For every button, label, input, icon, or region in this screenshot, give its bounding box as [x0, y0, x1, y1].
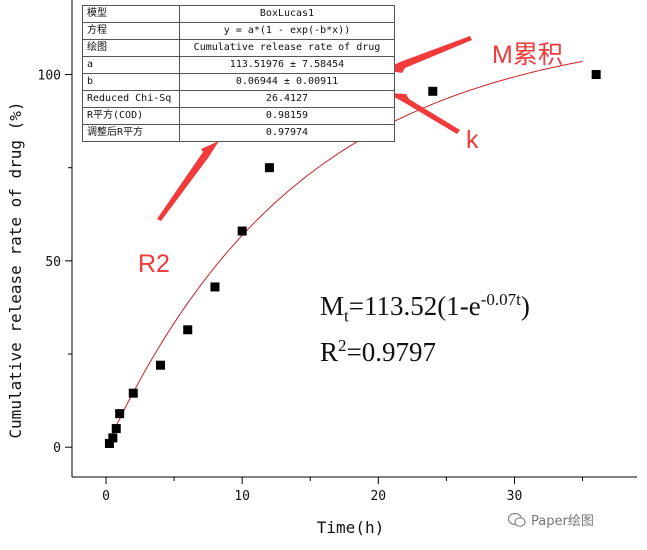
data-point: [104, 438, 114, 448]
fit-table-row: R平方(COD) 0.98159: [82, 107, 395, 125]
eq-rhs-before: =113.52(1-e: [348, 291, 481, 321]
fit-table-row: 方程 y = a*(1 - exp(-b*x)): [82, 22, 395, 40]
arrow-to-r2-row: [157, 141, 219, 221]
fit-table-key: b: [82, 73, 180, 91]
x-tick-label: 30: [507, 489, 523, 504]
fit-table-key: a: [82, 56, 180, 74]
fit-table-key: 方程: [82, 22, 180, 40]
data-point: [128, 388, 138, 398]
x-tick-label: 20: [370, 489, 386, 504]
y-tick-label: 100: [38, 69, 61, 84]
watermark: Paper绘图: [508, 510, 594, 529]
fit-curve: [108, 60, 583, 441]
data-point: [155, 360, 165, 370]
fit-table-value: 26.4127: [179, 90, 395, 108]
data-point: [111, 424, 121, 434]
fit-table-key: 绘图: [82, 39, 180, 57]
x-tick-label: 10: [234, 489, 250, 504]
axes: 0 10 20 30 0 50 100 Time(h) Cumulative release r…: [6, 0, 637, 537]
fit-table-row: 模型 BoxLucas1: [82, 5, 395, 23]
y-tick-label: 50: [45, 255, 61, 270]
fit-table-value: Cumulative release rate of drug: [179, 39, 395, 57]
eq-m-subscript: t: [344, 306, 349, 326]
fit-table-row: a 113.51976 ± 7.58454: [82, 56, 395, 74]
k-label: k: [466, 126, 479, 154]
data-point: [108, 433, 118, 443]
y-axis-title: Cumulative release rate of drug (%): [6, 101, 25, 438]
fit-table-row: b 0.06944 ± 0.00911: [82, 73, 395, 91]
data-point: [183, 325, 193, 335]
eq-m: M: [320, 291, 345, 321]
fit-table-value: 0.98159: [179, 107, 395, 125]
eq-exponent: -0.07t: [480, 290, 521, 309]
fit-table-key: 调整后R平方: [82, 124, 180, 142]
fit-table-key: 模型: [82, 5, 180, 23]
fit-table-value: 0.06944 ± 0.00911: [179, 73, 395, 91]
data-point: [428, 86, 438, 96]
fit-curve-layer: [108, 60, 583, 441]
data-point: [264, 163, 274, 173]
data-point: [591, 70, 601, 80]
x-tick-label: 0: [102, 489, 110, 504]
data-point: [237, 226, 247, 236]
m-cumulative-label: M累积: [492, 41, 563, 69]
eq-r-value: =0.9797: [346, 337, 436, 367]
data-point: [115, 409, 125, 419]
annotation-arrows: [157, 36, 472, 221]
eq-r-superscript: 2: [338, 336, 347, 355]
eq-rhs-after: ): [520, 291, 530, 321]
y-tick-label: 0: [53, 441, 61, 456]
r2-label: R2: [138, 250, 170, 278]
equation-line: Mt=113.52(1-e-0.07t): [320, 290, 530, 326]
eq-r: R: [320, 337, 339, 367]
arrow-to-a-row: [384, 36, 472, 73]
data-points-layer: [104, 70, 601, 448]
watermark-text: Paper绘图: [531, 514, 594, 529]
fit-table-value: y = a*(1 - exp(-b*x)): [179, 22, 395, 40]
fit-table-key: R平方(COD): [82, 107, 180, 125]
fit-parameters-table: 模型 BoxLucas1 方程 y = a*(1 - exp(-b*x)) 绘图 Cumu…: [82, 5, 395, 142]
r-squared-line: R2=0.9797: [320, 336, 436, 368]
arrow-to-b-row: [387, 93, 460, 134]
fit-table-value: 113.51976 ± 7.58454: [179, 56, 395, 74]
data-point: [210, 282, 220, 292]
fit-table-value: 0.97974: [179, 124, 395, 142]
fit-table-row: Reduced Chi-Sq 26.4127: [82, 90, 395, 108]
fit-table-row: 调整后R平方 0.97974: [82, 124, 395, 142]
wechat-icon: [508, 512, 526, 527]
fit-table-row: 绘图 Cumulative release rate of drug: [82, 39, 395, 57]
fit-table-value: BoxLucas1: [179, 5, 395, 23]
x-axis-title: Time(h): [317, 518, 384, 537]
fit-table-key: Reduced Chi-Sq: [82, 90, 180, 108]
